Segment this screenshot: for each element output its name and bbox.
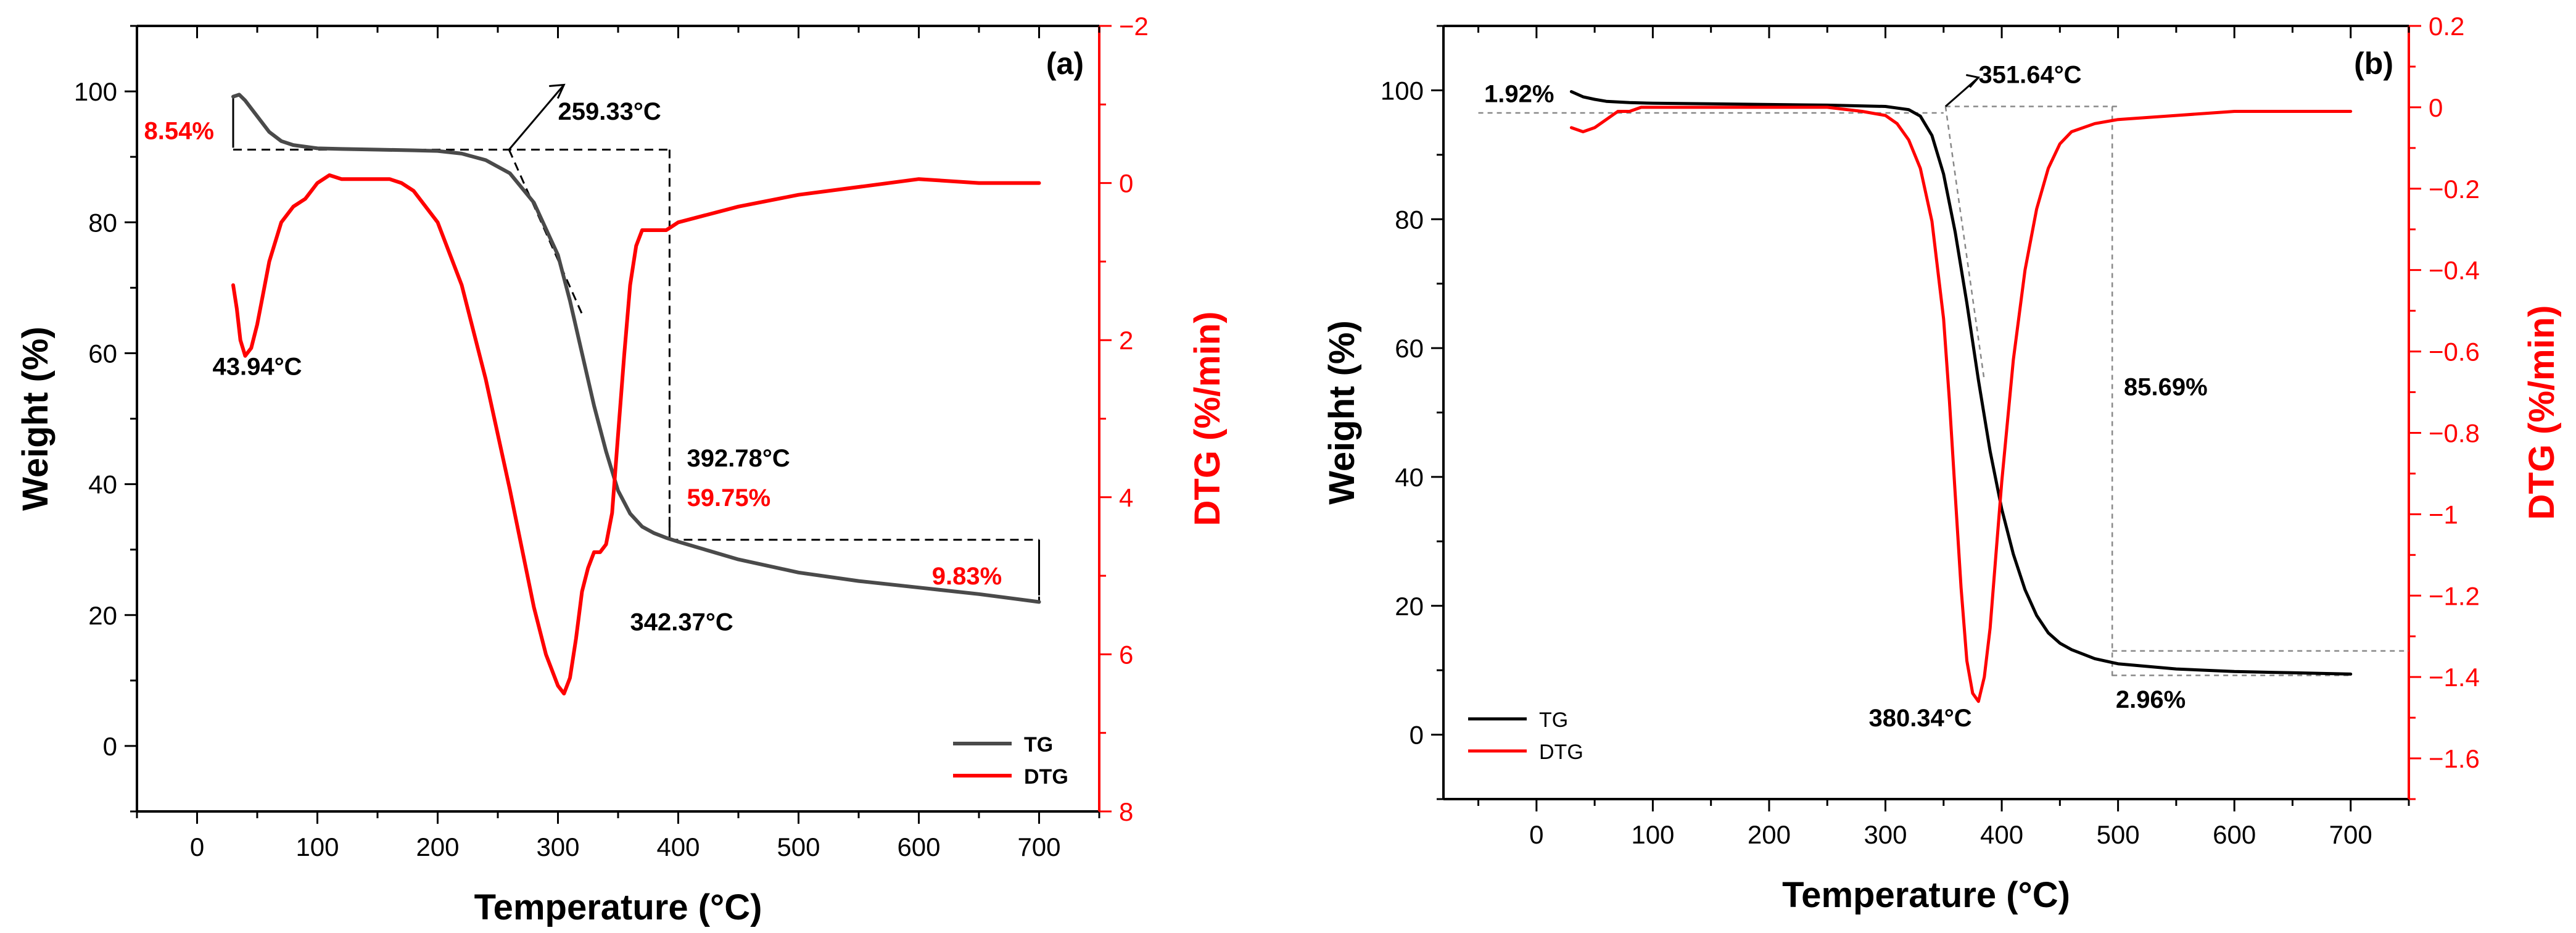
arrowhead-351 (1966, 74, 1981, 88)
y2-axis-title: DTG (%/min) (2522, 305, 2562, 520)
series-line-tg (231, 93, 1041, 604)
annotation-label: 380.34°C (1868, 705, 1971, 732)
x-tick-label: 400 (1980, 820, 2023, 849)
y-tick-label: 40 (1395, 463, 1424, 492)
y-tick-label: 100 (1381, 76, 1424, 105)
annotation-label: 392.78°C (687, 445, 790, 472)
y-tick-label: 40 (88, 470, 117, 499)
y-axis-title: Weight (%) (15, 326, 56, 511)
panel-label: (b) (2354, 46, 2393, 81)
x-tick-label: 200 (416, 832, 459, 861)
x-tick-label: 300 (536, 832, 579, 861)
y2-tick-label: 8 (1119, 797, 1133, 826)
x-tick-label: 500 (2097, 820, 2140, 849)
x-tick-label: 100 (295, 832, 339, 861)
y-tick-label: 60 (88, 339, 117, 368)
x-tick-label: 200 (1748, 820, 1791, 849)
y-tick-label: 80 (88, 208, 117, 237)
x-tick-label: 100 (1631, 820, 1674, 849)
panel-b: 0 100 200 300 400 500 600 700 0 20 40 60 80 100 0.2 0 −0… (1322, 12, 2562, 915)
series-line-dtg (231, 173, 1041, 695)
y2-tick-label: 0 (2429, 93, 2443, 122)
y2-tick-label: −0.8 (2429, 418, 2480, 447)
y-tick-label: 20 (88, 601, 117, 630)
y2-tick-label: −1 (2429, 500, 2458, 529)
legend-label: TG (1024, 733, 1053, 757)
x-tick-label: 0 (1529, 820, 1543, 849)
annotation-label: 59.75% (687, 484, 771, 512)
x-tick-label: 500 (777, 832, 820, 861)
y2-tick-label: −1.2 (2429, 581, 2480, 610)
y2-tick-label: 2 (1119, 326, 1133, 355)
y2-tick-label: −0.6 (2429, 338, 2480, 367)
y2-tick-label: −2 (1119, 12, 1149, 41)
series-line-dtg (1569, 106, 2353, 703)
y2-tick-label: −0.2 (2429, 175, 2480, 204)
y-tick-label: 80 (1395, 205, 1424, 234)
y-axis-title: Weight (%) (1322, 320, 1362, 505)
annotation-label: 259.33°C (558, 98, 661, 125)
annotation-label: 342.37°C (630, 608, 733, 636)
y2-tick-label: 0 (1119, 169, 1133, 198)
legend-label: DTG (1539, 740, 1583, 764)
x-tick-label: 700 (1017, 832, 1060, 861)
annotation-label: 8.54% (144, 118, 214, 145)
x-axis-title: Temperature (°C) (1782, 875, 2070, 915)
x-tick-label: 600 (897, 832, 940, 861)
annotation-label: 43.94°C (213, 354, 302, 381)
y-tick-label: 20 (1395, 592, 1424, 621)
y2-tick-label: 0.2 (2429, 12, 2464, 41)
y2-tick-label: 6 (1119, 640, 1133, 669)
annotation-label: 351.64°C (1978, 61, 2081, 88)
x-tick-label: 600 (2213, 820, 2256, 849)
y-tick-label: 60 (1395, 334, 1424, 363)
x-tick-label: 0 (190, 832, 204, 861)
arrowhead-259 (549, 83, 566, 99)
annotation-label: 1.92% (1484, 81, 1554, 108)
legend-label: TG (1539, 708, 1568, 732)
panel-a: 0 100 200 300 400 500 600 700 0 20 40 60 80 100 −2 0 2 4 6… (15, 12, 1228, 927)
y-tick-label: 0 (1410, 721, 1424, 750)
x-axis-title: Temperature (°C) (474, 887, 762, 927)
panel-label: (a) (1046, 46, 1084, 81)
y2-tick-label: −1.4 (2429, 663, 2480, 692)
series-line-tg (1569, 90, 2353, 676)
annotation-label: 2.96% (2116, 686, 2186, 713)
y-tick-label: 0 (103, 732, 117, 761)
y-tick-label: 100 (74, 77, 117, 106)
x-tick-label: 400 (656, 832, 700, 861)
x-tick-label: 300 (1864, 820, 1907, 849)
y2-axis-title: DTG (%/min) (1187, 312, 1228, 526)
legend-label: DTG (1024, 765, 1068, 789)
y2-tick-label: −1.6 (2429, 744, 2480, 773)
y2-tick-label: 4 (1119, 483, 1133, 512)
x-tick-label: 700 (2329, 820, 2372, 849)
annotation-label: 9.83% (932, 563, 1002, 590)
annotation-label: 85.69% (2124, 374, 2208, 401)
arrow-259 (508, 84, 565, 151)
arrow-351 (1944, 77, 1979, 107)
y2-tick-label: −0.4 (2429, 256, 2480, 285)
